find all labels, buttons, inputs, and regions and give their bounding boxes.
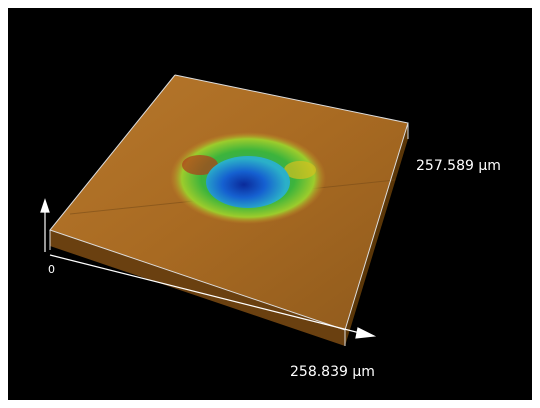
rim-debris xyxy=(182,155,218,175)
y-extent-label: 257.589 µm xyxy=(416,158,501,174)
crater-pit xyxy=(206,156,290,208)
axes xyxy=(40,198,377,339)
rim-debris xyxy=(284,161,316,179)
plate-side xyxy=(345,123,408,346)
x-extent-label: 258.839 µm xyxy=(290,364,375,380)
plate-front xyxy=(50,230,345,346)
bounding-box xyxy=(49,74,409,346)
origin-label: 0 xyxy=(48,263,55,276)
